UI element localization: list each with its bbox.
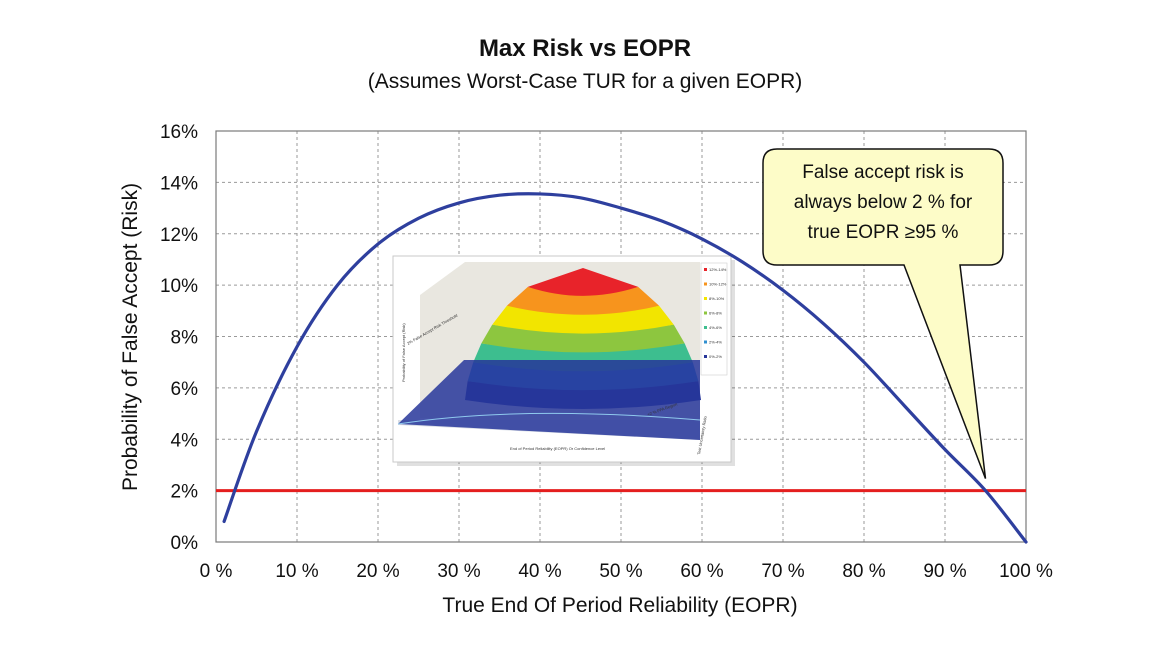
callout-line-3: true EOPR ≥95 % [808, 222, 959, 243]
inset-ylabel: Probability of False Accept (Risk) [401, 323, 406, 382]
inset-legend-label: 2%-4% [709, 340, 722, 345]
y-tick-label: 14% [160, 173, 198, 194]
x-tick-label: 70 % [761, 561, 804, 582]
chart-title: Max Risk vs EOPR [479, 35, 691, 62]
callout-line-2: always below 2 % for [794, 192, 973, 213]
inset-legend: 12%-14% 10%-12% 8%-10% 6%-8% 4%-6% 2%-4% 0%-2% [700, 262, 728, 376]
y-tick-label: 4% [171, 430, 199, 451]
x-tick-labels: 0 % 10 % 20 % 30 % 40 % 50 % 60 % 70 % 80 % 90 % 1… [200, 561, 1053, 582]
y-tick-label: 6% [171, 379, 199, 400]
y-tick-label: 8% [171, 328, 199, 349]
x-tick-label: 40 % [518, 561, 561, 582]
x-tick-label: 10 % [275, 561, 318, 582]
inset-band [527, 268, 639, 296]
y-tick-label: 0% [171, 533, 199, 554]
x-tick-label: 60 % [680, 561, 723, 582]
x-tick-label: 90 % [923, 561, 966, 582]
inset-threshold-curve [397, 412, 701, 425]
callout-line-1: False accept risk is [802, 162, 964, 183]
inset-legend-swatch [704, 268, 707, 271]
inset-zlabel: Test Uncertainty Ratio [696, 415, 708, 455]
x-tick-label: 20 % [356, 561, 399, 582]
inset-legend-label: 12%-14% [709, 267, 727, 272]
inset-xlabel: End of Period Reliability (EOPR) Or Conf… [510, 446, 605, 451]
annotation-callout: False accept risk is always below 2 % fo… [762, 148, 1004, 479]
series-points [224, 193, 1027, 543]
y-tick-labels: 0% 2% 4% 6% 8% 10% 12% 14% 16% [160, 122, 198, 554]
inset-legend-label: 0%-2% [709, 354, 722, 359]
y-tick-label: 16% [160, 122, 198, 143]
plot-area-border [215, 130, 1027, 543]
y-tick-label: 12% [160, 225, 198, 246]
inset-legend-swatch [704, 326, 707, 329]
inset-3d-surface: 2% False Accept Risk Threshold <2 % PFA … [392, 255, 735, 466]
inset-legend-label: 4%-6% [709, 325, 722, 330]
x-tick-label: 30 % [437, 561, 480, 582]
inset-legend-label: 6%-8% [709, 311, 722, 316]
callout-bubble [762, 148, 1004, 479]
inset-legend-swatch [704, 297, 707, 300]
x-axis-label: True End Of Period Reliability (EOPR) [442, 594, 797, 617]
y-axis-label: Probability of False Accept (Risk) [119, 183, 142, 491]
inset-band [506, 286, 660, 315]
y-tick-label: 10% [160, 276, 198, 297]
x-tick-label: 80 % [842, 561, 885, 582]
inset-base-band [398, 360, 700, 440]
inset-legend-swatch [704, 282, 707, 286]
inset-legend-label: 10%-12% [709, 282, 727, 287]
y-tick-label: 2% [171, 482, 199, 503]
inset-band [481, 324, 685, 353]
series-line [222, 192, 1028, 544]
chart-subtitle: (Assumes Worst-Case TUR for a given EOPR… [368, 70, 803, 93]
inset-legend-swatch [704, 311, 707, 315]
x-tick-label: 100 % [999, 561, 1053, 582]
inset-band [492, 305, 674, 334]
inset-legend-swatch [704, 340, 707, 344]
x-tick-label: 50 % [599, 561, 642, 582]
plot-frame [215, 130, 1027, 543]
inset-legend-swatch [704, 355, 707, 358]
inset-legend-label: 8%-10% [709, 296, 725, 301]
x-tick-label: 0 % [200, 561, 233, 582]
